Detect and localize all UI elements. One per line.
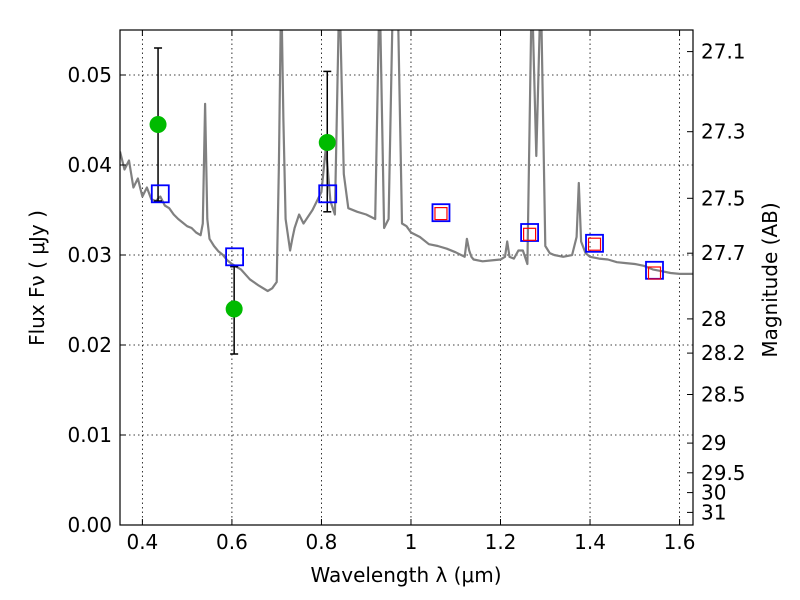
right-tick-label: 28.5 — [701, 383, 746, 407]
y-tick-label: 0.04 — [67, 153, 112, 177]
synthetic-photometry-marker — [434, 207, 448, 221]
y-axis-right-label: Magnitude (AB) — [758, 202, 782, 357]
model-photometry-marker — [520, 223, 540, 242]
right-tick-label: 31 — [701, 500, 726, 524]
right-tick-label: 27.1 — [701, 40, 746, 64]
x-tick-label: 1.6 — [664, 530, 696, 554]
observed-point — [149, 116, 167, 133]
right-tick-label: 29.5 — [701, 461, 746, 485]
model-photometry-marker — [318, 184, 338, 204]
x-tick-label: 0.4 — [126, 530, 158, 554]
model-photometry-marker — [585, 233, 604, 253]
y-tick-label: 0.00 — [67, 513, 112, 537]
x-tick-label: 1 — [405, 530, 418, 554]
model-photometry-marker — [431, 203, 451, 223]
axes: 0.4 0.6 0.8 1 1.2 1.4 1.6 0.00 0.01 0.02 0.03 0.04 0… — [67, 30, 746, 554]
x-tick-label: 1.2 — [485, 530, 517, 554]
y-tick-label: 0.03 — [67, 243, 112, 267]
x-tick-label: 0.6 — [216, 530, 248, 554]
y-tick-label: 0.05 — [67, 63, 112, 87]
model-photometry-marker — [225, 247, 245, 267]
x-tick-label: 0.8 — [306, 530, 338, 554]
data-layer — [120, 30, 693, 355]
right-tick-label: 27.7 — [701, 241, 746, 265]
synthetic-photometry-marker — [647, 266, 662, 280]
y-tick-label: 0.02 — [67, 333, 112, 357]
observed-point — [318, 134, 336, 151]
x-axis-label: Wavelength λ (μm) — [310, 563, 501, 587]
x-tick-label: 1.4 — [574, 530, 606, 554]
right-tick-label: 29 — [701, 431, 726, 455]
synthetic-photometry-marker — [587, 237, 602, 251]
right-tick-label: 27.3 — [701, 120, 746, 144]
y-axis-left-label: Flux Fν ( μJy ) — [25, 210, 49, 346]
observed-point — [225, 300, 243, 318]
right-tick-label: 27.5 — [701, 186, 746, 210]
y-tick-label: 0.01 — [67, 423, 112, 447]
synthetic-photometry-marker — [523, 227, 537, 241]
sed-model-line — [120, 30, 693, 293]
right-tick-label: 30 — [701, 481, 726, 505]
right-tick-label: 28.2 — [701, 341, 746, 365]
model-photometry-marker — [150, 184, 170, 204]
right-tick-label: 28 — [701, 307, 726, 331]
plot-frame — [119, 29, 694, 526]
